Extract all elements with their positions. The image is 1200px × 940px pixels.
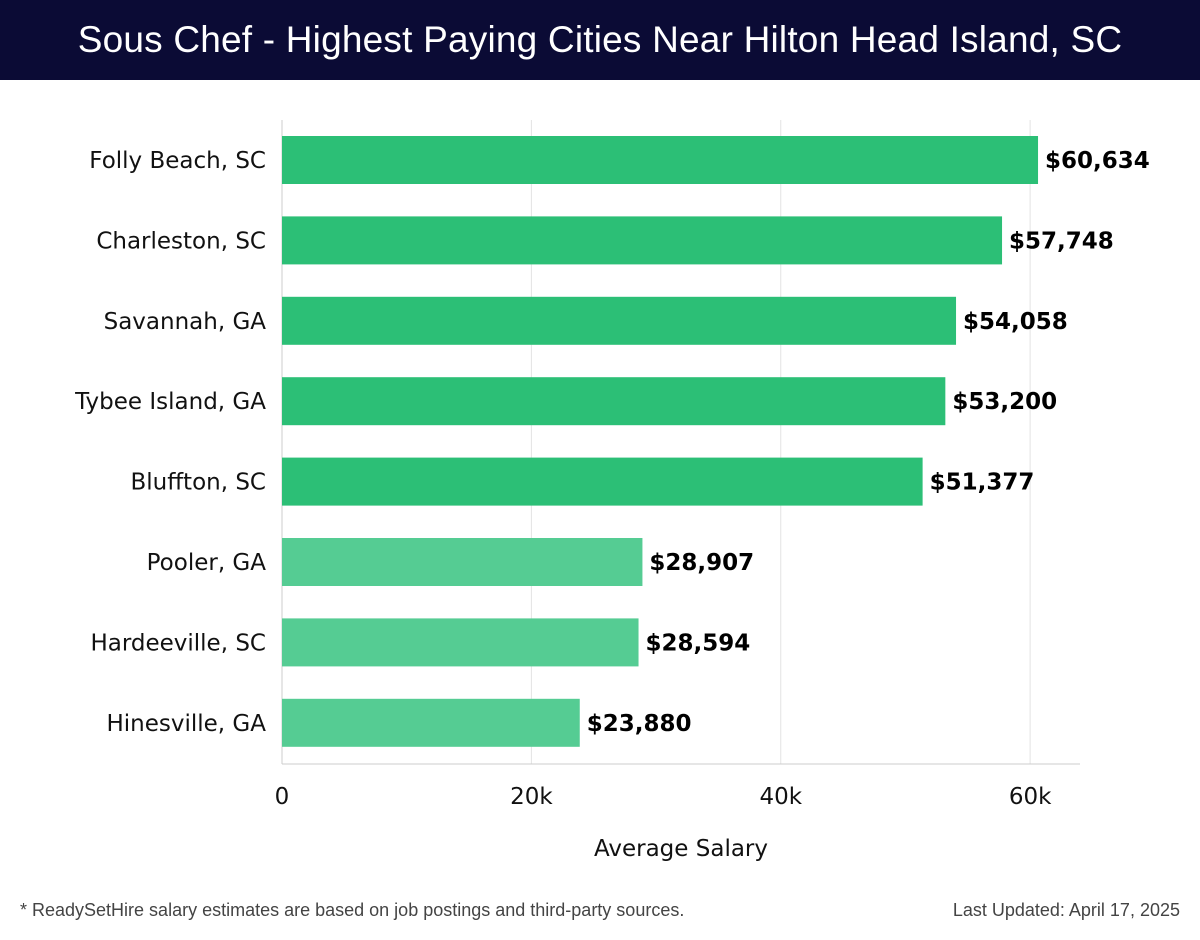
bar-value-label: $23,880 (587, 711, 692, 737)
bar-value-label: $54,058 (963, 309, 1068, 335)
bar-value-label: $51,377 (930, 470, 1035, 496)
bar-value-label: $57,748 (1009, 228, 1114, 254)
y-category-label: Pooler, GA (147, 550, 267, 576)
last-updated: Last Updated: April 17, 2025 (952, 900, 1180, 920)
page-title: Sous Chef - Highest Paying Cities Near H… (77, 19, 1123, 60)
x-tick-label: 40k (759, 784, 802, 810)
bar (282, 457, 923, 506)
x-tick-label: 20k (510, 784, 553, 810)
bar (282, 377, 946, 426)
header-bar: Sous Chef - Highest Paying Cities Near H… (0, 0, 1200, 80)
bar-value-label: $28,594 (646, 630, 751, 656)
bar (282, 618, 639, 667)
bar-value-label: $28,907 (649, 550, 754, 576)
y-category-label: Savannah, GA (104, 309, 267, 335)
bar (282, 216, 1003, 265)
y-category-label: Hinesville, GA (106, 711, 266, 737)
bar-value-label: $60,634 (1045, 148, 1150, 174)
bar (282, 538, 643, 586)
x-axis-title: Average Salary (594, 836, 768, 862)
y-category-label: Bluffton, SC (130, 470, 266, 496)
footnote: * ReadySetHire salary estimates are base… (20, 900, 685, 920)
y-category-label: Tybee Island, GA (74, 389, 266, 415)
bar-chart: 0 20k 40k 60k Folly Beach, SC $60,634 Charlest… (74, 120, 1150, 862)
y-category-label: Hardeeville, SC (90, 630, 266, 656)
bar (282, 698, 580, 747)
bar-value-label: $53,200 (952, 389, 1057, 415)
x-tick-label: 60k (1009, 784, 1052, 810)
y-category-label: Charleston, SC (96, 228, 266, 254)
x-tick-label: 0 (275, 784, 290, 810)
bar (282, 136, 1039, 184)
y-category-label: Folly Beach, SC (89, 148, 266, 174)
bar (282, 296, 957, 345)
